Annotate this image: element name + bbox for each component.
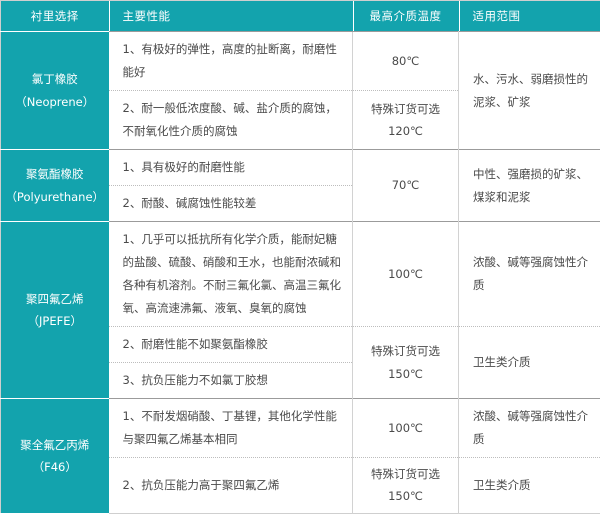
temperature-note: 特殊订货可选 [357, 340, 454, 362]
performance-cell: 3、抗负压能力不如氯丁胶想 [109, 363, 353, 399]
applicable-range-cell: 中性、强磨损的矿浆、煤浆和泥浆 [459, 150, 600, 222]
table-row: 聚氨酯橡胶 （Polyurethane） 1、具有极好的耐磨性能 70℃ 中性、… [1, 150, 600, 186]
temperature-note: 特殊订货可选 [357, 98, 454, 120]
lining-selection-table-container: 衬里选择 主要性能 最高介质温度 适用范围 氯丁橡胶 （Neoprene） 1、… [0, 0, 600, 427]
performance-cell: 1、具有极好的耐磨性能 [109, 150, 353, 186]
temperature-value: 120℃ [357, 120, 454, 142]
temperature-cell: 100℃ [353, 399, 459, 458]
lining-name-en: （F46） [1, 456, 109, 478]
applicable-range-cell: 浓酸、碱等强腐蚀性介质 [459, 399, 600, 458]
lining-name-cn: 氯丁橡胶 [1, 68, 109, 90]
temperature-cell: 70℃ [353, 150, 459, 222]
lining-name-en: （Polyurethane） [1, 186, 109, 208]
lining-name-cn: 聚四氟乙烯 [1, 288, 109, 310]
temperature-cell: 特殊订货可选 150℃ [353, 458, 459, 514]
performance-cell: 1、有极好的弹性，高度的扯断离，耐磨性能好 [109, 32, 353, 91]
header-row: 衬里选择 主要性能 最高介质温度 适用范围 [1, 1, 600, 32]
temperature-value: 100℃ [357, 417, 454, 439]
temperature-cell: 特殊订货可选 120℃ [353, 91, 459, 150]
table-body: 氯丁橡胶 （Neoprene） 1、有极好的弹性，高度的扯断离，耐磨性能好 80… [1, 32, 600, 514]
lining-name-en: （JPEFE） [1, 310, 109, 332]
lining-material-cell: 聚四氟乙烯 （JPEFE） [1, 222, 109, 399]
temperature-value: 70℃ [357, 174, 454, 196]
applicable-range-cell: 卫生类介质 [459, 458, 600, 514]
table-header: 衬里选择 主要性能 最高介质温度 适用范围 [1, 1, 600, 32]
temperature-value: 100℃ [357, 263, 454, 285]
temperature-value: 150℃ [357, 485, 454, 507]
column-header-temperature: 最高介质温度 [353, 1, 459, 32]
applicable-range-cell: 水、污水、弱磨损性的泥浆、矿浆 [459, 32, 600, 150]
temperature-value: 150℃ [357, 363, 454, 385]
temperature-note: 特殊订货可选 [357, 463, 454, 485]
performance-cell: 2、耐磨性能不如聚氨酯橡胶 [109, 327, 353, 363]
applicable-range-cell: 浓酸、碱等强腐蚀性介质 [459, 222, 600, 327]
lining-name-en: （Neoprene） [1, 91, 109, 113]
performance-cell: 1、不耐发烟硝酸、丁基锂，其他化学性能与聚四氟乙烯基本相同 [109, 399, 353, 458]
performance-cell: 2、耐一般低浓度酸、碱、盐介质的腐蚀，不耐氧化性介质的腐蚀 [109, 91, 353, 150]
table-row: 聚全氟乙丙烯 （F46） 1、不耐发烟硝酸、丁基锂，其他化学性能与聚四氟乙烯基本… [1, 399, 600, 458]
temperature-cell: 80℃ [353, 32, 459, 91]
temperature-cell: 特殊订货可选 150℃ [353, 327, 459, 399]
lining-name-cn: 聚全氟乙丙烯 [1, 434, 109, 456]
performance-cell: 1、几乎可以抵抗所有化学介质，能耐妃糖的盐酸、硫酸、硝酸和王水，也能耐浓碱和各种… [109, 222, 353, 327]
lining-material-cell: 聚氨酯橡胶 （Polyurethane） [1, 150, 109, 222]
performance-cell: 2、抗负压能力高于聚四氟乙烯 [109, 458, 353, 514]
column-header-lining: 衬里选择 [1, 1, 109, 32]
performance-cell: 2、耐酸、碱腐蚀性能较差 [109, 186, 353, 222]
column-header-range: 适用范围 [459, 1, 600, 32]
column-header-performance: 主要性能 [109, 1, 353, 32]
lining-material-cell: 聚全氟乙丙烯 （F46） [1, 399, 109, 514]
lining-material-cell: 氯丁橡胶 （Neoprene） [1, 32, 109, 150]
table-row: 氯丁橡胶 （Neoprene） 1、有极好的弹性，高度的扯断离，耐磨性能好 80… [1, 32, 600, 91]
lining-name-cn: 聚氨酯橡胶 [1, 163, 109, 185]
table-row: 聚四氟乙烯 （JPEFE） 1、几乎可以抵抗所有化学介质，能耐妃糖的盐酸、硫酸、… [1, 222, 600, 327]
temperature-value: 80℃ [357, 50, 454, 72]
applicable-range-cell: 卫生类介质 [459, 327, 600, 399]
temperature-cell: 100℃ [353, 222, 459, 327]
